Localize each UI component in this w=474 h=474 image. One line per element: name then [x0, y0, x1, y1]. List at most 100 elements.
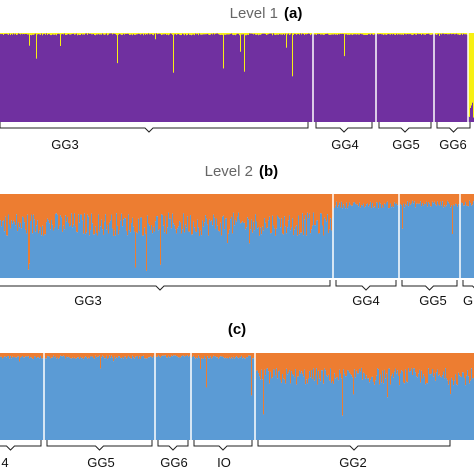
panel-a-gg3-bar-bottom	[110, 33, 112, 122]
panel-a-gg3-bar-top	[203, 33, 205, 35]
panel-a-gg3-bar-bottom	[245, 35, 247, 122]
panel-a-gg3-bar-bottom	[152, 34, 154, 122]
panel-a-gg3-bar-bottom	[308, 33, 310, 122]
panel-b-gg3-bar-top	[111, 194, 113, 215]
panel-b-gg3-bar-top	[118, 194, 120, 235]
panel-a-gg3-bar-top	[21, 33, 23, 34]
panel-c-gg2-bar-bottom	[273, 369, 275, 440]
panel-c-gg2-bar-bottom	[373, 381, 375, 440]
panel-c-gg2-bar-bottom	[289, 370, 291, 440]
panel-a-gg5-bar-bottom	[430, 34, 432, 123]
panel-a-gg3-bar-bottom	[128, 33, 130, 122]
panel-c-gg5-bar-top	[91, 353, 93, 357]
panel-a-gg3-bar-bottom	[258, 35, 260, 122]
panel-a-gg4-bar-bottom	[370, 34, 372, 122]
panel-a-gg6-bar-top	[442, 33, 444, 34]
panel-a-gg6-bar-bottom	[437, 34, 439, 122]
panel-b-gg3-bar-bottom	[278, 217, 280, 278]
panel-a-bars	[0, 33, 474, 123]
panel-a-gg3-bar-top	[135, 33, 137, 35]
panel-a-gg3-bar-bottom	[155, 39, 157, 122]
panel-c-gg2-bar-top	[265, 353, 267, 376]
panel-a-gg3-bar-bottom	[213, 33, 215, 122]
panel-b-gg3-bar-top	[219, 194, 221, 232]
panel-c-gg5-bar-top	[103, 353, 105, 357]
panel-b-gg3-bar-top	[251, 194, 253, 220]
panel-c-io-bar-bottom	[231, 357, 233, 440]
panel-c-gg2-bar-bottom	[458, 372, 460, 440]
panel-a-gg3-bar-top	[8, 33, 10, 35]
panel-b-gg3-bar-bottom	[249, 243, 251, 278]
panel-c-gg2-bar-bottom	[399, 385, 401, 440]
panel-b-gg3-bar-bottom	[306, 235, 308, 278]
panel-a-gg3-bar-top	[212, 33, 214, 35]
panel-b-gg5-bar-top	[425, 194, 427, 205]
panel-b-gg3-bar-top	[213, 194, 215, 215]
panel-b-gg3-bar-top	[47, 194, 49, 219]
panel-c-io-bar-bottom	[211, 358, 213, 440]
panel-b-gg3-bar-top	[9, 194, 11, 225]
panel-c-io-bar-bottom	[234, 358, 236, 440]
panel-b-gg3-bar-top	[31, 194, 33, 215]
panel-a-gg3-bar-top	[180, 33, 182, 36]
panel-b-gg3-bar-top	[122, 194, 124, 227]
panel-b-gg5-bar-bottom	[436, 205, 438, 278]
panel-c-gg2-bar-top	[448, 353, 450, 385]
panel-b-gg3-bar-top	[311, 194, 313, 230]
panel-b-gg3-bar-bottom	[304, 219, 306, 278]
panel-b-gg3-bar-top	[307, 194, 309, 213]
panel-b-gg3-bar-top	[184, 194, 186, 233]
panel-a-gg3-bar-top	[53, 33, 55, 35]
panel-b-gg3-bar-bottom	[38, 233, 40, 278]
panel-a-gg3-bar-top	[11, 33, 13, 34]
panel-b-gg5-bar-top	[433, 194, 435, 204]
panel-a-gg5-bar-bottom	[405, 34, 407, 122]
panel-b-gg3-bar-bottom	[74, 213, 76, 278]
panel-b-gg6-bar-bottom	[469, 200, 471, 278]
panel-c-gg2-bar-top	[472, 353, 474, 379]
panel-c-gg2-bar-bottom	[345, 376, 347, 440]
panel-c-gg2-bar-top	[458, 353, 460, 373]
panel-b-gg3-bar-top	[250, 194, 252, 230]
panel-b-gg5-bar-bottom	[450, 207, 452, 278]
panel-b-gg3-bar-bottom	[277, 215, 279, 278]
panel-b-gg3-bar-top	[222, 194, 224, 217]
panel-c-gg2-bar-bottom	[378, 369, 380, 440]
panel-b-gg3-bar-top	[110, 194, 112, 221]
panel-a-gg4-bar-top	[319, 33, 321, 34]
panel-b-gg3-bar-bottom	[93, 234, 95, 278]
panel-c-io-bar-bottom	[198, 355, 200, 440]
panel-b-gg5-bar-bottom	[426, 201, 428, 278]
panel-b-gg5-bar-top	[402, 194, 404, 229]
panel-a-gg3-bar-bottom	[296, 34, 298, 123]
panel-b-gg3-bar-bottom	[4, 231, 6, 278]
panel-a-gg3-bar-top	[44, 33, 46, 34]
panel-b-gg3-bar-bottom	[10, 228, 12, 278]
panel-b-gg3-bar-bottom	[275, 235, 277, 278]
panel-c-gg2-bar-top	[282, 353, 284, 374]
panel-b-gg3-bar-top	[186, 194, 188, 228]
panel-b-gg3-bar-bottom	[102, 229, 104, 278]
panel-b-gg3-bar-top	[190, 194, 192, 216]
panel-b-gg3-bar-bottom	[12, 223, 14, 278]
panel-b-gg5-bar-bottom	[454, 205, 456, 278]
panel-c-gg4-bar-bottom	[40, 355, 42, 440]
panel-b-gg4-bar-bottom	[381, 207, 383, 278]
panel-c-gg2-bar-bottom	[272, 377, 274, 440]
panel-b-gg4-bar-top	[340, 194, 342, 208]
panel-a-gg3-bar-bottom	[37, 34, 39, 122]
panel-c-gg2-bar-top	[455, 353, 457, 375]
panel-a-gg3-bar-top	[56, 33, 58, 36]
panel-c-gg2-bar-bottom	[338, 380, 340, 440]
panel-a-gg3-bar-bottom	[161, 34, 163, 122]
panel-c-gg4-bar-top	[1, 353, 3, 357]
panel-b-gg5-bar-bottom	[442, 201, 444, 278]
panel-a-gg4-bar-top	[320, 33, 322, 35]
panel-a-gg6-bar-top	[455, 33, 457, 35]
panel-b-gg5-bar-bottom	[425, 204, 427, 278]
panel-b-gg3-bar-bottom	[36, 225, 38, 278]
panel-c-gg5-bar-bottom	[46, 358, 48, 440]
panel-a-gg5-bar-top	[384, 33, 386, 35]
panel-a-gg3-bar-bottom	[224, 34, 226, 122]
panel-a-gg4-bar-bottom	[340, 33, 342, 122]
